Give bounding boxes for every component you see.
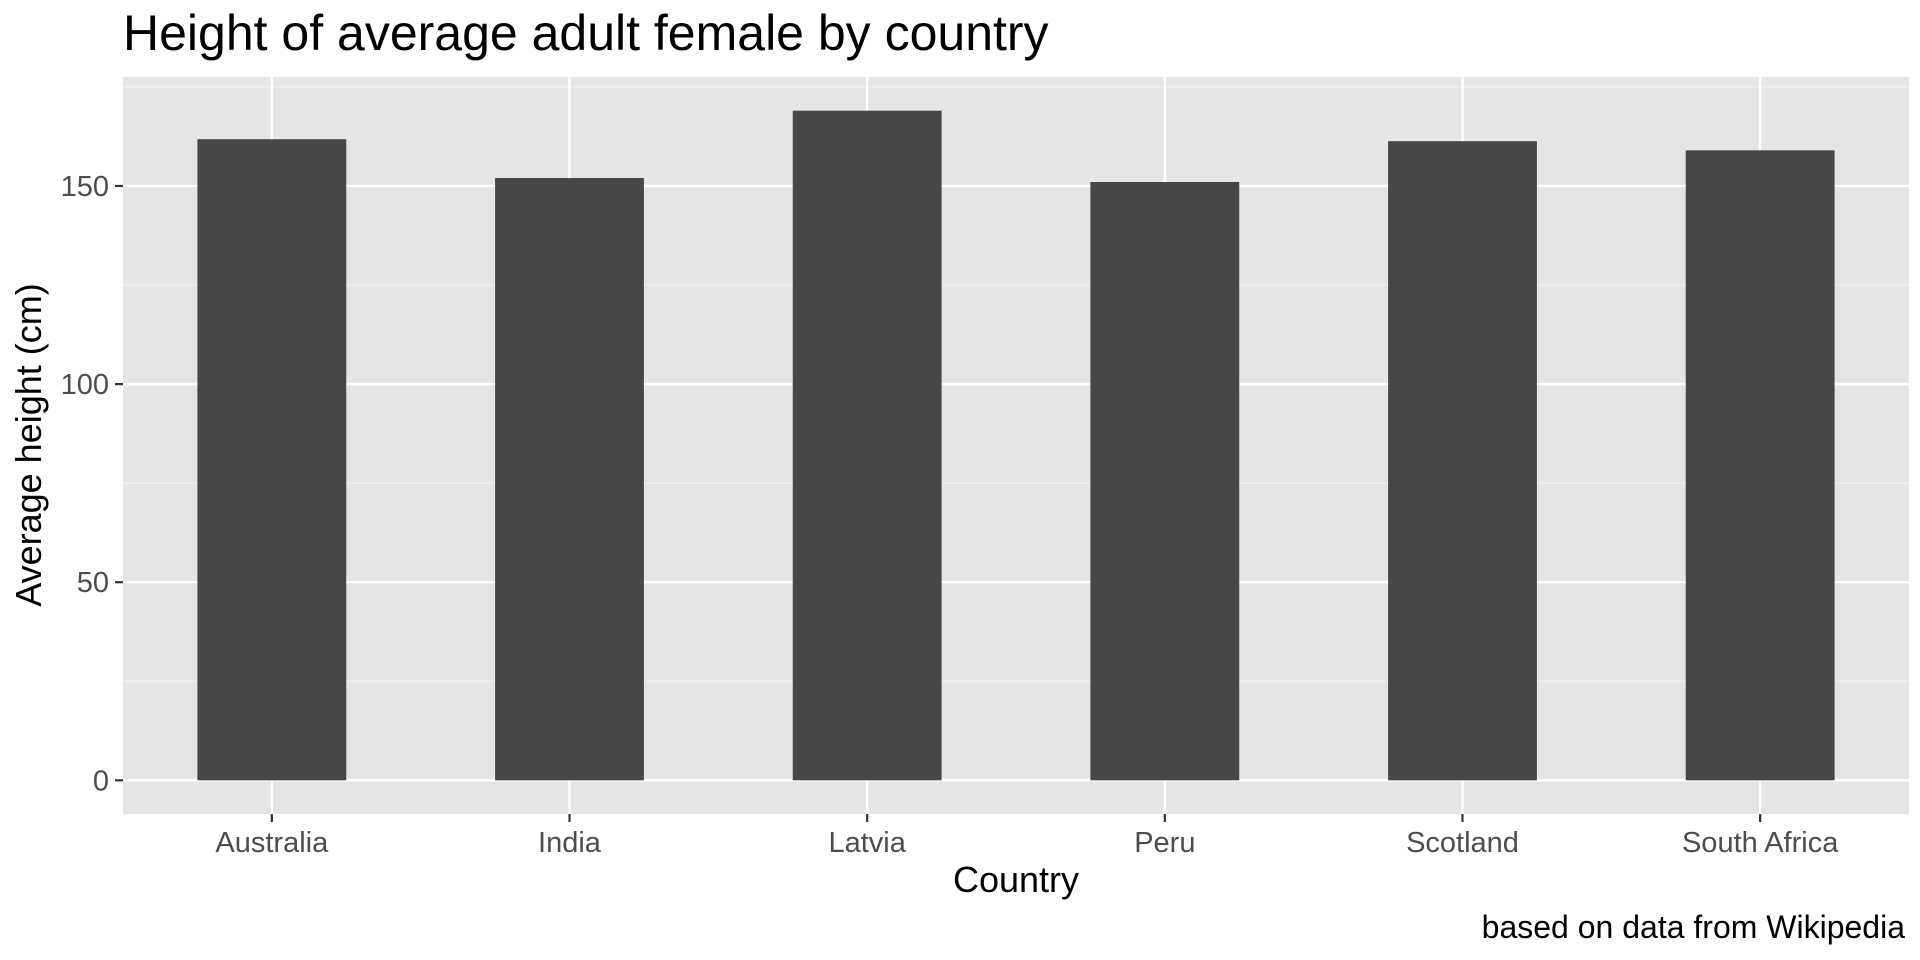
bar-australia (197, 139, 347, 781)
caption: based on data from Wikipedia (1482, 909, 1906, 945)
y-axis: 0 50 100 150 (61, 171, 123, 797)
x-tick-label: South Africa (1682, 827, 1839, 859)
x-tick-label: Peru (1134, 827, 1195, 859)
chart-title: Height of average adult female by countr… (123, 5, 1049, 61)
y-tick-label: 150 (61, 171, 109, 203)
bar-india (495, 178, 644, 781)
x-axis: Australia India Latvia Peru Scotland South Af… (215, 814, 1839, 859)
y-tick-label: 0 (93, 765, 109, 797)
y-tick-label: 100 (61, 369, 109, 401)
x-tick-label: India (538, 827, 602, 859)
bar-scotland (1388, 141, 1537, 781)
bar-peru (1090, 182, 1240, 781)
x-tick-label: Scotland (1406, 827, 1519, 859)
y-axis-title: Average height (cm) (8, 283, 49, 607)
bar-latvia (792, 110, 942, 781)
x-tick-label: Latvia (828, 827, 906, 859)
x-axis-title: Country (953, 859, 1079, 900)
y-tick-label: 50 (77, 567, 109, 599)
bar-south-africa (1685, 150, 1835, 781)
bars (197, 110, 1835, 781)
x-tick-label: Australia (215, 827, 329, 859)
minor-gridlines (123, 86, 1909, 682)
plot-panel (123, 77, 1909, 814)
